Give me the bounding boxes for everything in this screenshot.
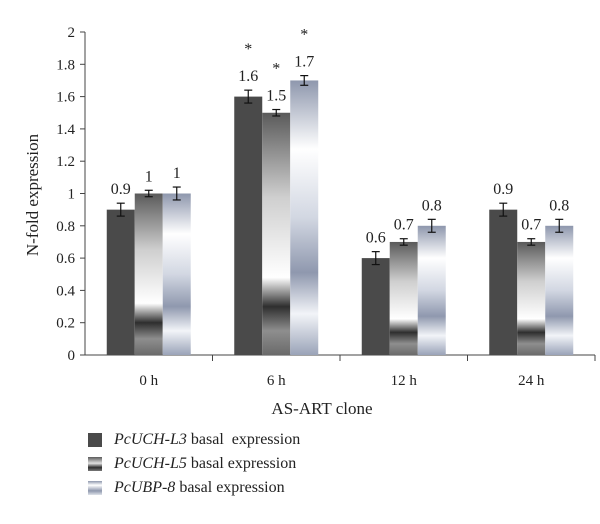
y-tick-label: 1.6 [56, 90, 75, 106]
bar [389, 241, 418, 355]
y-tick-label: 0 [68, 348, 76, 364]
axes: 0 0.2 0.4 0.6 0.8 1 1.2 1.4 1.6 1.8 2 0 h 6 h 12 h 24 … [56, 25, 596, 389]
data-label: 0.9 [111, 181, 131, 198]
data-label: 0.7 [521, 217, 541, 234]
data-label: 1.7 [294, 54, 314, 71]
y-tick-label: 2 [68, 25, 76, 41]
y-tick-label: 0.4 [56, 283, 75, 299]
legend-item-pcuch-l3: PcUCH-L3 basal expression [88, 428, 300, 452]
bar [545, 225, 574, 355]
data-label: 0.6 [366, 230, 386, 247]
y-tick-label: 0.6 [56, 251, 75, 267]
x-tick-label: 12 h [391, 373, 418, 389]
data-label: 1.6 [238, 68, 258, 85]
bar [361, 258, 390, 355]
significance-marker: * [300, 27, 308, 44]
legend-label-pcuch-l5: PcUCH-L5 basal expression [114, 455, 297, 472]
legend: PcUCH-L3 basal expression PcUCH-L5 basal… [88, 428, 300, 500]
data-label: 0.7 [394, 217, 414, 234]
bar [290, 80, 319, 355]
data-label: 1 [173, 165, 181, 182]
x-tick-label: 0 h [139, 373, 158, 389]
bar [134, 193, 163, 355]
bar [517, 241, 546, 355]
data-label: 0.8 [422, 197, 442, 214]
y-tick-label: 1 [68, 187, 76, 203]
bar [106, 209, 135, 355]
legend-swatch-pcuch-l5 [88, 457, 102, 471]
legend-swatch-pcuch-l3 [88, 433, 102, 447]
legend-label-pcubp-8: PcUBP-8 basal expression [114, 479, 285, 496]
legend-label-pcuch-l3: PcUCH-L3 basal expression [114, 431, 301, 448]
y-tick-label: 1.8 [56, 57, 75, 73]
legend-item-pcuch-l5: PcUCH-L5 basal expression [88, 452, 300, 476]
significance-marker: * [244, 41, 252, 58]
labels-group: 0.9 1 1 1.6 * 1.5 * 1.7 * 0.6 0.7 0.8 0.9 0.7 0.8 [111, 27, 570, 247]
y-axis-title: N-fold expression [23, 133, 42, 256]
bar [489, 209, 518, 355]
data-label: 1.5 [266, 88, 286, 105]
legend-swatch-pcubp-8 [88, 481, 102, 495]
legend-item-pcubp-8: PcUBP-8 basal expression [88, 476, 300, 500]
x-axis-title: AS-ART clone [271, 399, 372, 418]
bars-group [106, 75, 574, 355]
significance-marker: * [272, 61, 280, 78]
y-tick-label: 0.2 [56, 316, 75, 332]
data-label: 1 [145, 168, 153, 185]
y-tick-label: 1.4 [56, 122, 75, 138]
y-tick-label: 1.2 [56, 154, 75, 170]
bar [234, 96, 263, 355]
bar [162, 193, 191, 355]
y-tick-label: 0.8 [56, 219, 75, 235]
bar [417, 225, 446, 355]
data-label: 0.8 [549, 197, 569, 214]
bar [262, 112, 291, 355]
data-label: 0.9 [493, 181, 513, 198]
x-tick-label: 6 h [267, 373, 286, 389]
x-tick-label: 24 h [518, 373, 545, 389]
